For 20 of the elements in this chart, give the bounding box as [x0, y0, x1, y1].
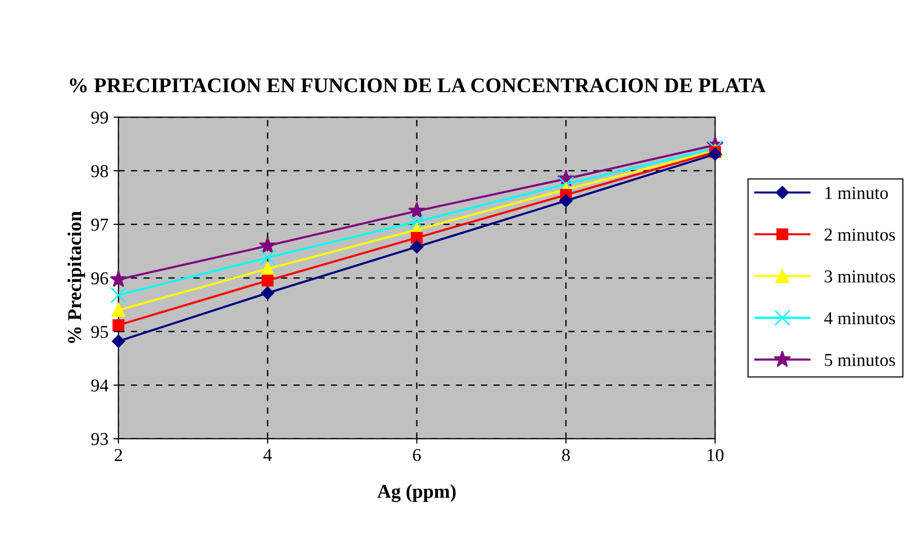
legend-label: 5 minutos: [824, 354, 895, 366]
x-tick-label: 6: [413, 449, 421, 462]
y-tick-label: 93: [91, 433, 108, 446]
y-tick-label: 95: [91, 326, 108, 338]
y-tick-label: 96: [91, 272, 108, 284]
y-tick-label: 98: [91, 165, 108, 178]
legend-label: 1 minuto: [825, 186, 888, 199]
y-tick-label: 94: [91, 379, 108, 392]
x-tick-label: 4: [263, 449, 272, 461]
y-tick-label: 99: [91, 111, 108, 124]
y-axis-title: % Precipitacion: [67, 211, 86, 344]
x-tick-label: 8: [562, 448, 570, 462]
chart-title: % PRECIPITACION EN FUNCION DE LA CONCENTRACION DE PLATA: [70, 78, 766, 92]
x-tick-label: 10: [708, 448, 724, 462]
legend-label: 2 minutos: [824, 228, 895, 241]
x-axis-title: Ag (ppm): [377, 484, 456, 502]
legend-label: 3 minutos: [824, 270, 895, 283]
y-tick-label: 97: [91, 218, 108, 231]
x-tick-label: 2: [114, 449, 122, 461]
legend-label: 4 minutos: [824, 312, 895, 324]
